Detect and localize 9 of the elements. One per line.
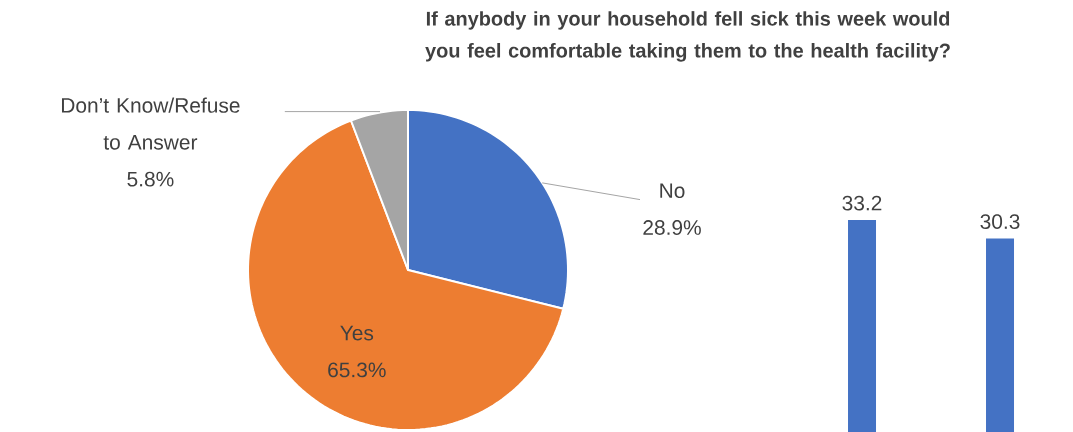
legend-label: Don’t Know/Refuse to Answer — [61, 97, 240, 150]
slice-label: No — [660, 183, 685, 199]
data-label: 33.2 — [842, 195, 882, 211]
slice-label: Yes — [340, 325, 374, 341]
data-label: 28.9% — [643, 220, 701, 235]
data-label: 30.3 — [980, 214, 1020, 229]
data-label: 5.8% — [127, 171, 174, 187]
data-label: 65.3% — [328, 362, 386, 378]
chart-title: If anybody in your household fell sick this week would you feel comfortable taking them to the health facility? — [425, 11, 950, 62]
